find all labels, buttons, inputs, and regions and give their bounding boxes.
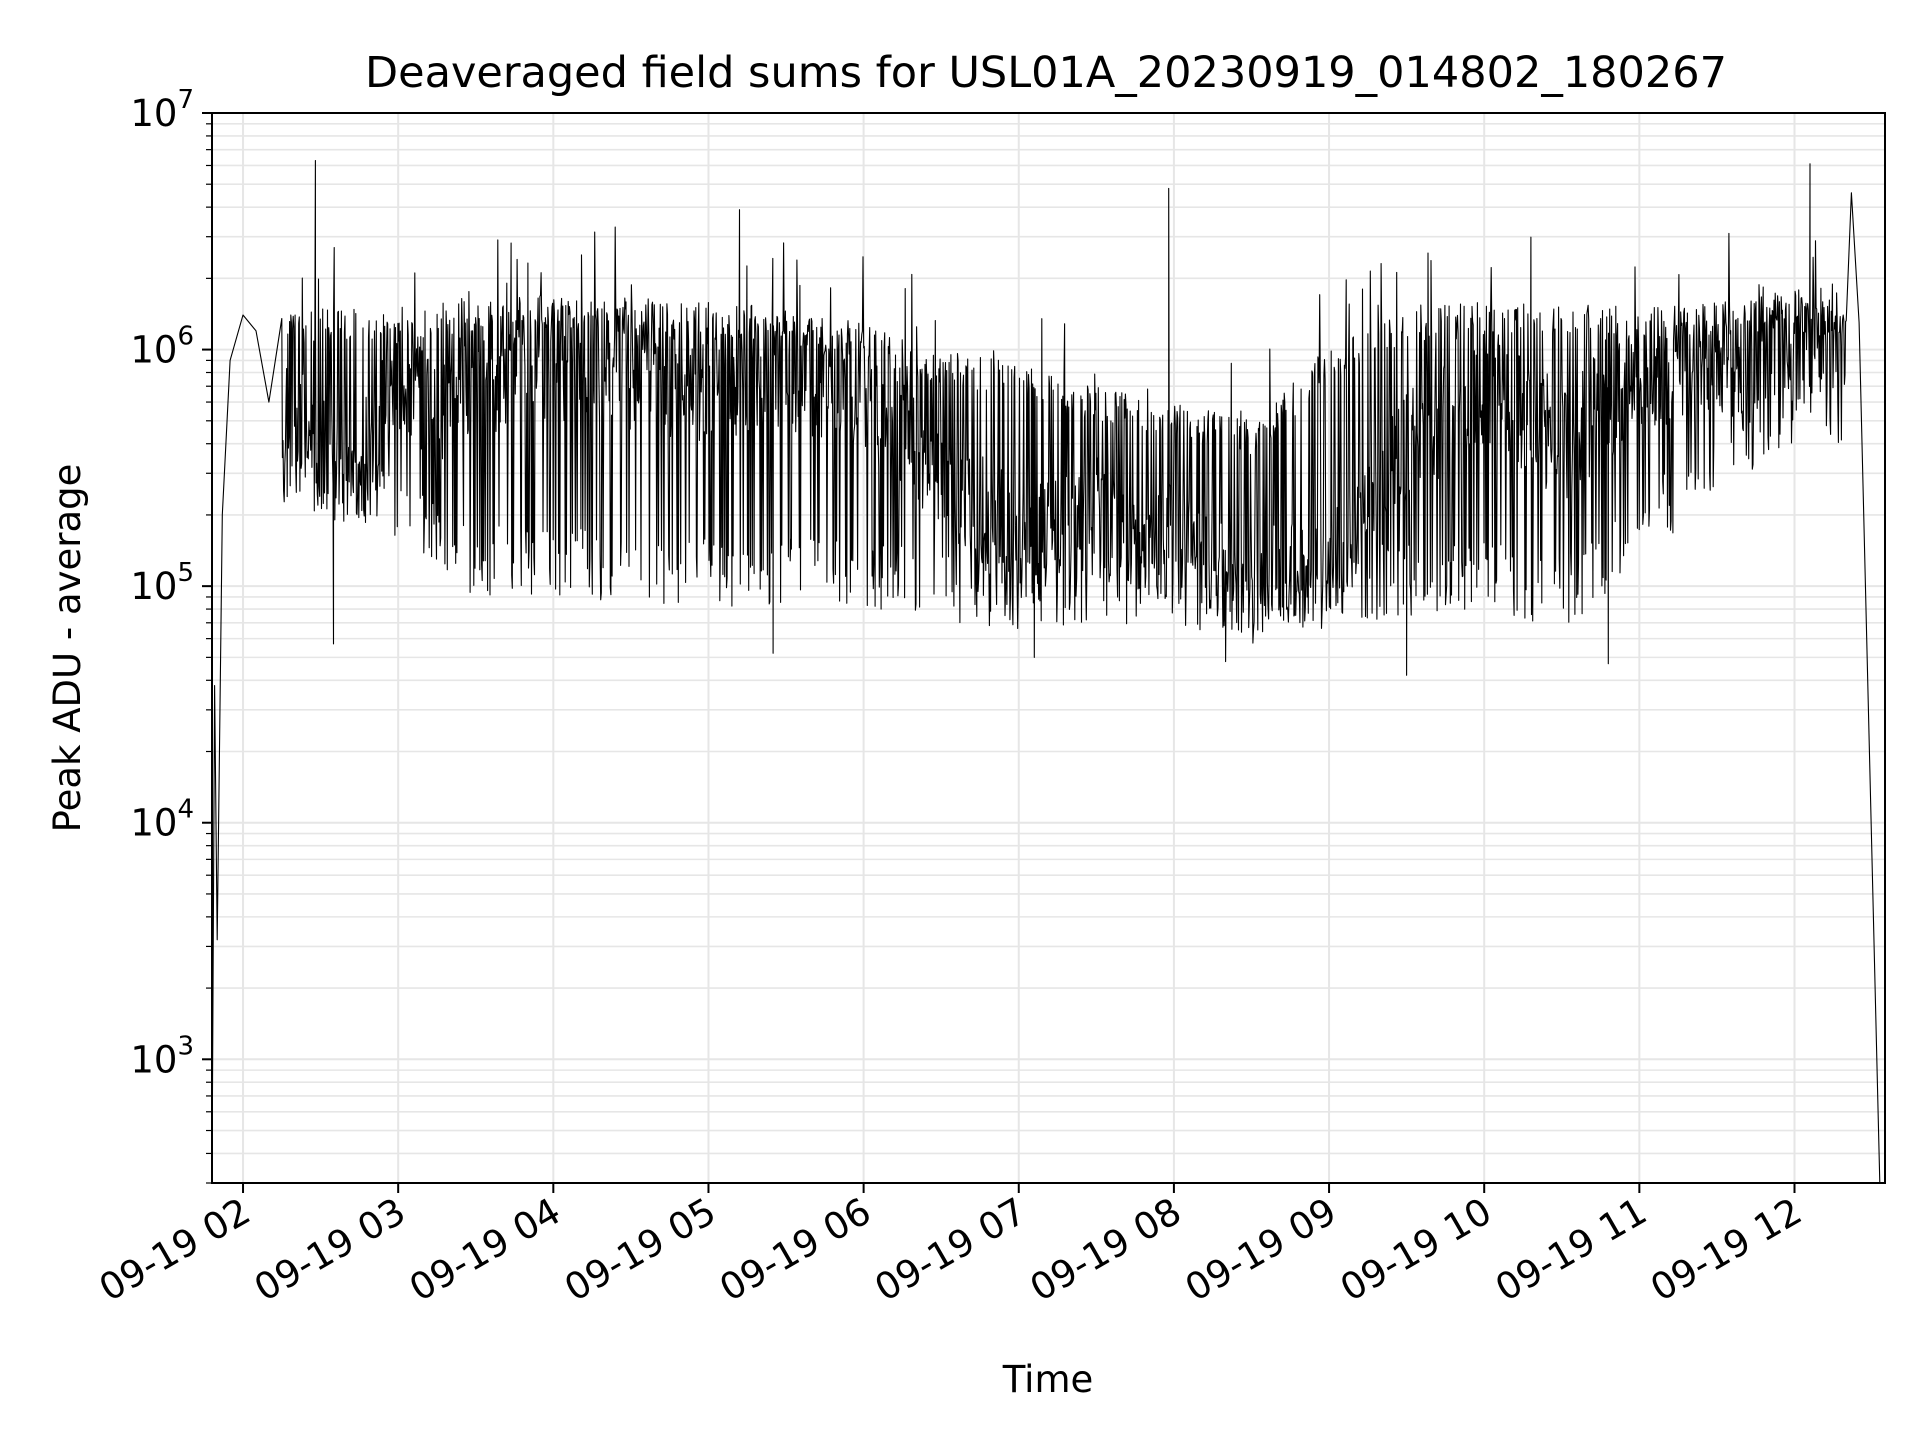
x-tick-label: 09-19 09 (1178, 1190, 1344, 1310)
x-tick-label: 09-19 02 (92, 1190, 258, 1310)
x-tick-label: 09-19 04 (402, 1190, 568, 1310)
x-tick-label: 09-19 11 (1488, 1190, 1654, 1310)
x-tick-label: 09-19 06 (713, 1190, 879, 1310)
grid (212, 112, 1885, 1184)
y-tick-label: 107 (130, 85, 194, 135)
plot-area (211, 159, 1881, 1184)
x-tick-label: 09-19 12 (1643, 1190, 1809, 1310)
x-tick-label: 09-19 05 (557, 1190, 723, 1310)
x-tick-label: 09-19 10 (1333, 1190, 1499, 1310)
x-tick-label: 09-19 03 (247, 1190, 413, 1310)
x-axis-label: Time (1002, 1358, 1094, 1401)
y-axis-label: Peak ADU - average (46, 464, 89, 833)
y-tick-label: 105 (130, 558, 194, 608)
y-tick-label: 103 (130, 1031, 194, 1081)
y-axis: 103 104 105 106 107 (130, 85, 212, 1184)
x-tick-label: 09-19 08 (1023, 1190, 1189, 1310)
y-tick-label: 104 (130, 795, 194, 845)
plot-frame (211, 112, 1886, 1184)
series-line (211, 159, 1881, 1184)
y-tick-label: 106 (130, 322, 194, 372)
x-tick-label: 09-19 07 (868, 1190, 1034, 1310)
chart-title: Deaveraged field sums for USL01A_2023091… (365, 48, 1727, 98)
